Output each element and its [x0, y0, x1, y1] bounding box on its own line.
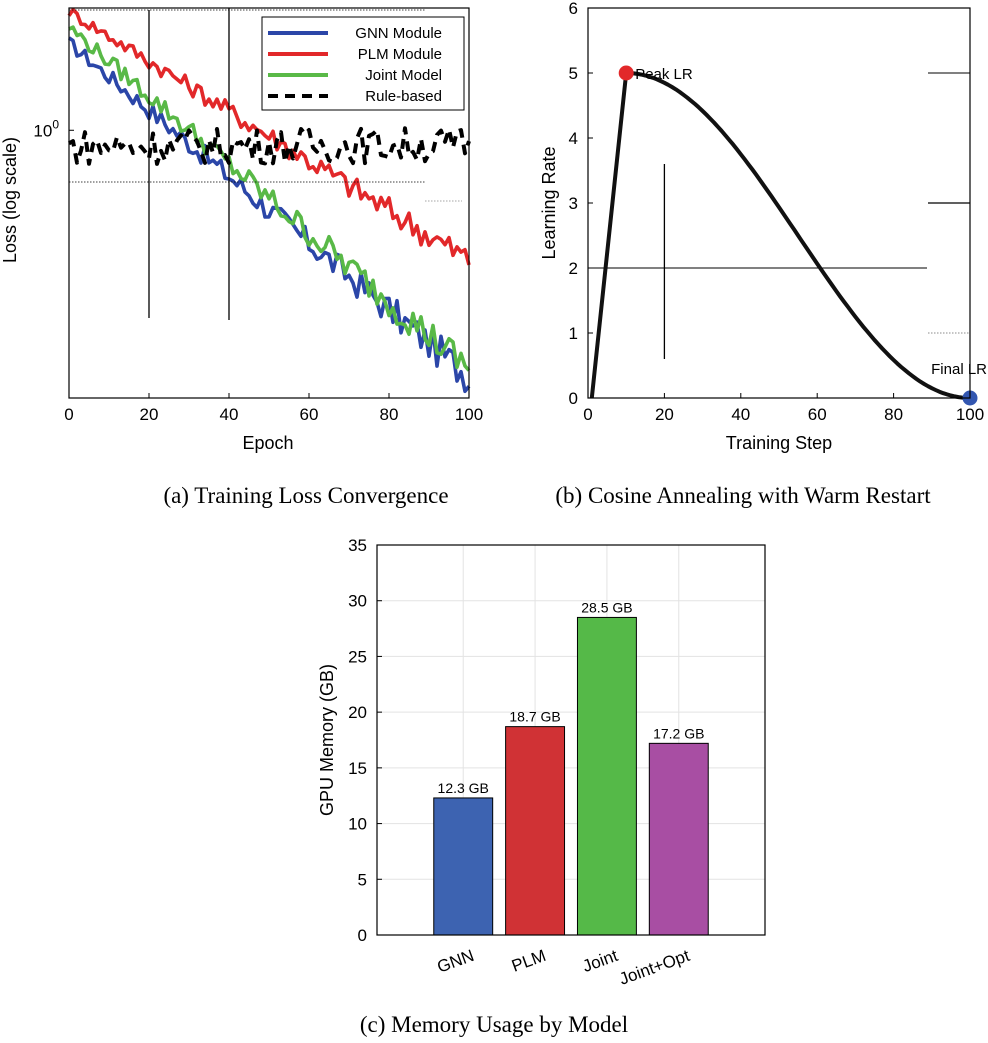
series-line-gnn-module [67, 36, 471, 394]
x-tick-label: 40 [731, 405, 750, 424]
panel-a-series-group [67, 7, 471, 394]
y-tick-label: 5 [569, 64, 578, 83]
bar-gnn [433, 797, 494, 936]
bar-plm [505, 726, 566, 936]
x-tick-label: 100 [956, 405, 984, 424]
panel-a-loss-chart: 0 20 40 60 80 100 100 Epoch Loss (log scale) … [0, 7, 483, 453]
bar-value-label: 18.7 GB [509, 709, 560, 725]
y-tick-label: 0 [358, 926, 367, 945]
x-tick-label: 80 [884, 405, 903, 424]
x-tick-label: 60 [300, 405, 319, 424]
caption-c: (c) Memory Usage by Model [360, 1012, 628, 1037]
y-tick-label: 4 [569, 129, 578, 148]
panel-b-artifact-lines [588, 72, 970, 359]
panel-b-y-label: Learning Rate [539, 146, 559, 259]
y-tick-label: 30 [348, 592, 367, 611]
x-tick-label: 80 [380, 405, 399, 424]
x-tick-label: GNN [435, 946, 477, 977]
y-tick-label: 100 [33, 117, 59, 140]
panel-a-legend: GNN Module PLM Module Joint Model Rule-base… [261, 16, 465, 111]
series-line-joint-model [68, 25, 471, 372]
legend-label: PLM Module [358, 46, 442, 63]
annotation-label: Final LR [931, 361, 987, 378]
x-tick-label: Joint+Opt [617, 946, 693, 989]
y-tick-base: 10 [33, 121, 52, 140]
y-tick-label: 15 [348, 759, 367, 778]
bar-joint-opt [648, 742, 709, 936]
x-tick-label: 40 [220, 405, 239, 424]
panel-a-artifact-lines [69, 8, 462, 320]
annotation-label: Peak LR [635, 66, 693, 83]
panel-c-axes-box [376, 544, 766, 936]
x-tick-label: 100 [455, 405, 483, 424]
bar-value-label: 28.5 GB [581, 599, 632, 615]
panel-b-x-label: Training Step [726, 433, 832, 453]
bar-value-label: 12.3 GB [438, 780, 489, 796]
bar-joint [576, 616, 637, 936]
y-tick-label: 3 [569, 194, 578, 213]
legend-label: GNN Module [355, 25, 442, 42]
panel-a-y-ticks: 100 [33, 117, 74, 140]
panel-a-y-label: Loss (log scale) [0, 137, 20, 263]
bar-value-label: 17.2 GB [653, 725, 704, 741]
panel-b-y-ticks: 0 1 2 3 4 5 6 [569, 0, 593, 408]
y-tick-label: 10 [348, 815, 367, 834]
panel-c-bars: 12.3 GB 18.7 GB 28.5 GB 17.2 GB [433, 599, 709, 936]
x-tick-label: 0 [64, 405, 73, 424]
panel-b-lr-chart: Peak LR Final LR 0 20 40 60 80 100 0 1 2 3 4 5 6 Tra… [539, 0, 987, 453]
y-tick-exponent: 0 [52, 117, 59, 131]
y-tick-label: 5 [358, 870, 367, 889]
panel-c-y-label: GPU Memory (GB) [317, 664, 337, 816]
panel-c-y-ticks: 0 5 10 15 20 25 30 35 [348, 536, 382, 945]
x-tick-label: Joint [580, 946, 621, 976]
panel-c-memory-chart: 12.3 GB 18.7 GB 28.5 GB 17.2 GB 0 5 10 15 20 25 3… [317, 536, 766, 989]
caption-a: (a) Training Loss Convergence [163, 483, 448, 508]
y-tick-label: 25 [348, 647, 367, 666]
legend-label: Joint Model [365, 67, 442, 84]
x-tick-label: 20 [140, 405, 159, 424]
legend-label: Rule-based [365, 88, 442, 105]
x-tick-label: PLM [509, 946, 548, 976]
series-line-rule-based [68, 126, 471, 166]
annotation-marker [618, 65, 634, 81]
panel-b-plot-area [588, 8, 970, 398]
y-tick-label: 1 [569, 324, 578, 343]
y-tick-label: 20 [348, 703, 367, 722]
panel-a-x-label: Epoch [242, 433, 293, 453]
y-tick-label: 0 [569, 389, 578, 408]
y-tick-label: 2 [569, 259, 578, 278]
x-tick-label: 0 [583, 405, 592, 424]
series-line-plm-module [67, 7, 471, 266]
caption-b: (b) Cosine Annealing with Warm Restart [555, 483, 931, 508]
x-tick-label: 60 [808, 405, 827, 424]
x-tick-label: 20 [655, 405, 674, 424]
panel-a-x-ticks: 0 20 40 60 80 100 [64, 393, 483, 424]
y-tick-label: 6 [569, 0, 578, 18]
panel-b-x-ticks: 0 20 40 60 80 100 [583, 393, 984, 424]
y-tick-label: 35 [348, 536, 367, 555]
lr-schedule-line [589, 71, 971, 400]
panel-a-axes-box [68, 7, 470, 399]
